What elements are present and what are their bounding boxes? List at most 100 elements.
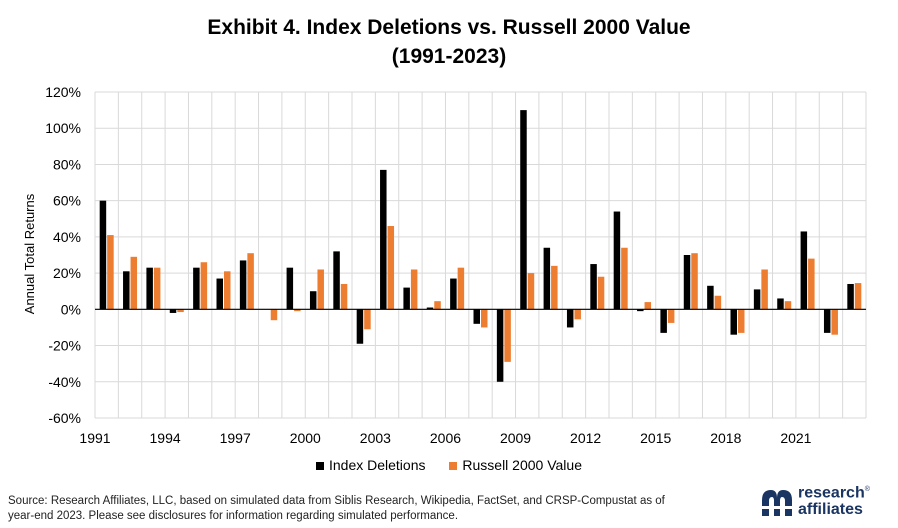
x-tick-label: 2018 — [710, 430, 741, 446]
bar-r2000v-1997 — [247, 253, 254, 310]
y-axis-label: Annual Total Returns — [22, 193, 37, 314]
bar-r2000v-2004 — [410, 269, 418, 310]
gridlines — [94, 91, 867, 419]
bar-index-deletions-1994 — [169, 309, 177, 313]
bar-r2000v-1998 — [270, 309, 278, 321]
bar-r2000v-2009 — [527, 273, 535, 310]
x-tick-label: 2015 — [640, 430, 671, 446]
bar-r2000v-2020 — [784, 301, 792, 310]
bar-r2000v-2000 — [317, 269, 324, 310]
bar-index-deletions-2014 — [637, 309, 644, 312]
bar-index-deletions-2001 — [333, 251, 340, 310]
bar-index-deletions-2009 — [520, 110, 527, 310]
bar-r2000v-2011 — [574, 309, 581, 320]
bar-r2000v-2001 — [340, 283, 348, 310]
bar-r2000v-1993 — [153, 267, 161, 310]
logo-line1: research — [798, 484, 865, 502]
bar-index-deletions-2006 — [450, 278, 457, 310]
bar-r2000v-2013 — [621, 247, 628, 310]
bar-index-deletions-2017 — [707, 285, 714, 310]
bar-r2000v-1996 — [224, 271, 231, 310]
logo-text: research® affiliates — [798, 481, 870, 518]
bar-r2000v-1991 — [107, 235, 114, 310]
source-line-2: year-end 2023. Please see disclosures fo… — [8, 510, 459, 522]
bar-index-deletions-2016 — [683, 255, 691, 310]
bar-index-deletions-1995 — [193, 267, 200, 310]
research-affiliates-logo: research® affiliates — [760, 478, 890, 522]
x-tick-label: 1991 — [79, 430, 110, 446]
bar-index-deletions-2003 — [380, 169, 387, 310]
legend: Index Deletions Russell 2000 Value — [0, 456, 898, 473]
bar-index-deletions-1992 — [123, 271, 130, 310]
bar-index-deletions-2000 — [309, 291, 317, 310]
x-tick-label: 2000 — [290, 430, 321, 446]
bar-index-deletions-2007 — [473, 309, 480, 324]
x-tick-label: 2021 — [780, 430, 811, 446]
bar-r2000v-2003 — [387, 226, 395, 310]
bar-r2000v-2002 — [364, 309, 371, 330]
bar-index-deletions-2022 — [823, 309, 831, 333]
bar-index-deletions-2015 — [660, 309, 667, 333]
y-tick-label: 80% — [53, 156, 81, 172]
y-tick-label: 100% — [45, 120, 81, 136]
bar-index-deletions-2011 — [566, 309, 574, 328]
legend-swatch-deletions — [315, 461, 324, 470]
bar-index-deletions-1999 — [286, 267, 294, 310]
bar-index-deletions-2018 — [730, 309, 737, 335]
bar-r2000v-2017 — [714, 295, 722, 310]
bar-index-deletions-2012 — [590, 264, 597, 310]
legend-label-r2000v: Russell 2000 Value — [462, 457, 582, 474]
bar-r2000v-2008 — [504, 309, 511, 362]
bar-r2000v-2014 — [644, 302, 652, 310]
bar-index-deletions-1997 — [239, 260, 247, 310]
y-tick-label: -40% — [48, 374, 81, 390]
source-note: Source: Research Affiliates, LLC, based … — [8, 494, 708, 524]
bar-r2000v-2006 — [457, 267, 465, 310]
bar-index-deletions-2021 — [800, 231, 808, 310]
x-tick-label: 2012 — [570, 430, 601, 446]
bar-index-deletions-2008 — [496, 309, 504, 382]
bar-r2000v-2021 — [808, 258, 815, 310]
axes: 120% 100% 80% 60% 40% 20% 0% -20% -40% -60% 1991 19… — [45, 84, 866, 446]
bar-r2000v-2005 — [434, 301, 441, 310]
bar-index-deletions-2020 — [777, 298, 784, 310]
x-tick-label: 2009 — [500, 430, 531, 446]
chart-title-line1: Exhibit 4. Index Deletions vs. Russell 2… — [207, 16, 691, 39]
x-tick-label: 2003 — [360, 430, 391, 446]
bar-r2000v-1994 — [177, 309, 184, 313]
y-tick-label: -20% — [48, 338, 81, 354]
y-tick-label: 20% — [53, 265, 81, 281]
bar-r2000v-1999 — [294, 309, 301, 312]
x-tick-label: 1994 — [150, 430, 181, 446]
bar-index-deletions-2002 — [356, 309, 364, 344]
logo-line2: affiliates — [798, 501, 863, 519]
bar-index-deletions-2013 — [613, 211, 621, 310]
legend-item-r2000v: Russell 2000 Value — [449, 457, 582, 473]
bar-index-deletions-2005 — [426, 307, 434, 310]
bar-r2000v-2016 — [691, 253, 698, 310]
y-tick-label: 120% — [45, 84, 81, 100]
bar-index-deletions-2004 — [403, 287, 410, 310]
bar-r2000v-2012 — [597, 276, 605, 310]
bar-r2000v-2023 — [854, 283, 862, 310]
legend-swatch-r2000v — [449, 461, 458, 470]
logo-reg: ® — [864, 486, 870, 493]
bar-r2000v-2018 — [738, 309, 745, 333]
source-line-1: Source: Research Affiliates, LLC, based … — [8, 495, 665, 507]
y-tick-label: 0% — [61, 301, 81, 317]
x-tick-label: 2006 — [430, 430, 461, 446]
bar-index-deletions-1991 — [99, 200, 107, 310]
y-tick-label: 40% — [53, 229, 81, 245]
bar-index-deletions-1993 — [146, 267, 153, 310]
bar-r2000v-1995 — [200, 262, 208, 310]
bar-r2000v-2022 — [831, 309, 838, 335]
bar-r2000v-2010 — [551, 265, 558, 310]
logo-mark-icon — [762, 490, 792, 516]
x-tick-label: 1997 — [220, 430, 251, 446]
chart-title-line2: (1991-2023) — [391, 45, 507, 68]
bar-index-deletions-2019 — [753, 289, 761, 310]
bar-index-deletions-1996 — [216, 278, 223, 310]
bar-index-deletions-2010 — [543, 247, 551, 310]
y-tick-label: 60% — [53, 193, 81, 209]
